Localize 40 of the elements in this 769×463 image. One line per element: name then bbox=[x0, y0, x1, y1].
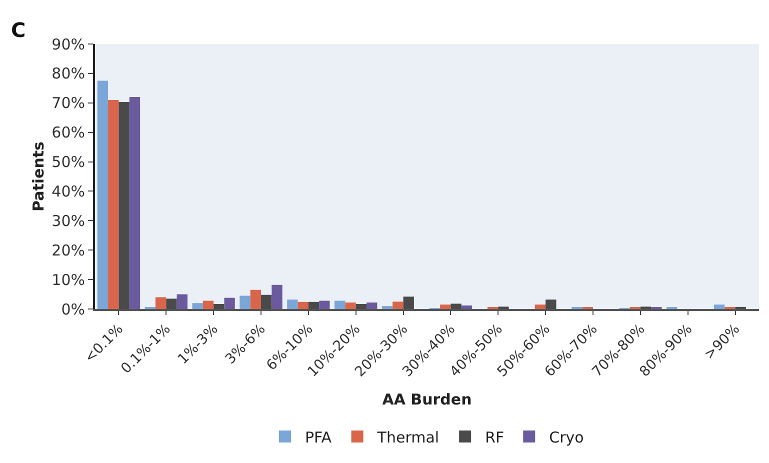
bar bbox=[334, 300, 346, 309]
bar bbox=[176, 294, 188, 309]
bar bbox=[440, 304, 451, 309]
y-tick-label: 70% bbox=[52, 94, 85, 112]
bar bbox=[272, 284, 282, 309]
bar bbox=[240, 296, 250, 309]
y-tick-label: 80% bbox=[52, 64, 85, 83]
bar bbox=[345, 302, 356, 309]
y-tick-label: 0% bbox=[61, 300, 85, 318]
bar bbox=[382, 306, 393, 309]
legend-label: Thermal bbox=[376, 428, 440, 446]
y-tick-label: 40% bbox=[52, 182, 85, 200]
bar bbox=[319, 300, 330, 309]
bar bbox=[392, 302, 404, 309]
bar bbox=[287, 300, 298, 309]
bar bbox=[534, 304, 546, 309]
y-axis-title: Patients bbox=[29, 141, 48, 212]
legend-label: PFA bbox=[305, 428, 332, 446]
bar bbox=[129, 97, 140, 309]
y-tick-label: 60% bbox=[52, 124, 85, 142]
y-tick-label: 20% bbox=[52, 241, 85, 260]
bar bbox=[224, 298, 235, 309]
bar bbox=[250, 290, 261, 309]
bar bbox=[192, 303, 203, 309]
y-tick-label: 90% bbox=[52, 35, 85, 54]
bar bbox=[155, 297, 166, 309]
bar bbox=[461, 305, 472, 309]
y-tick-label: 10% bbox=[52, 270, 85, 289]
text: C bbox=[11, 18, 26, 42]
bar bbox=[298, 302, 308, 309]
bar bbox=[366, 302, 378, 309]
bar bbox=[97, 80, 108, 309]
legend-label: Cryo bbox=[549, 428, 584, 446]
x-axis-title: AA Burden bbox=[382, 390, 472, 409]
legend-label: RF bbox=[485, 428, 504, 446]
y-tick-label: 50% bbox=[52, 153, 85, 172]
bar bbox=[714, 304, 725, 309]
bar bbox=[108, 100, 119, 309]
bar bbox=[202, 300, 214, 309]
y-tick-label: 30% bbox=[52, 212, 85, 230]
